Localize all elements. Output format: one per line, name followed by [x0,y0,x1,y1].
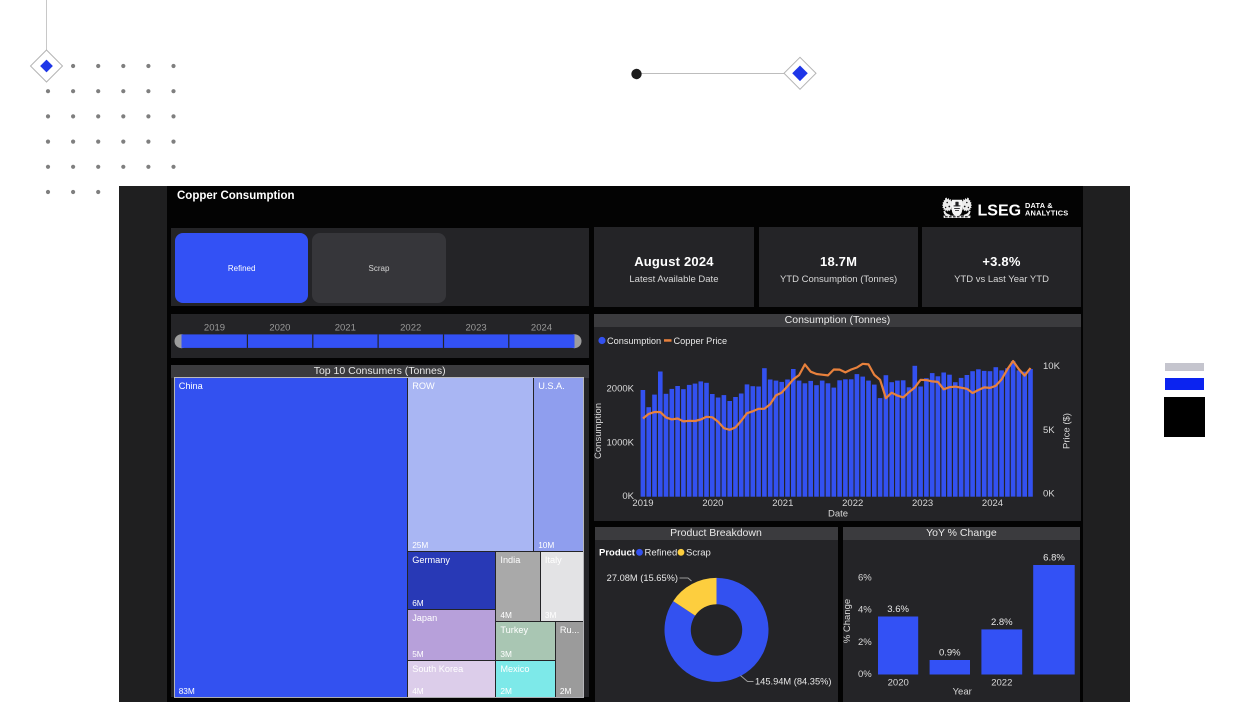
svg-text:6%: 6% [858,572,872,583]
svg-text:2022: 2022 [991,677,1012,688]
svg-text:2023: 2023 [912,498,933,509]
svg-text:2021: 2021 [772,498,793,509]
svg-text:2024: 2024 [982,498,1003,509]
svg-text:2020: 2020 [702,498,723,509]
svg-text:Scrap: Scrap [686,547,711,558]
svg-text:0%: 0% [858,669,872,680]
svg-text:1000K: 1000K [607,437,635,448]
svg-text:2023: 2023 [465,322,486,333]
svg-text:2022: 2022 [400,322,421,333]
svg-text:Consumption: Consumption [607,336,661,346]
svg-text:145.94M (84.35%): 145.94M (84.35%) [755,676,832,686]
svg-text:ANALYTICS: ANALYTICS [1025,208,1068,217]
svg-text:Product: Product [599,547,636,558]
svg-text:5K: 5K [1043,425,1055,436]
svg-text:0K: 0K [622,491,634,502]
svg-text:2024: 2024 [530,322,551,333]
svg-text:% Change: % Change [842,598,853,642]
svg-text:Date: Date [828,509,848,520]
svg-text:2019: 2019 [203,322,224,333]
svg-text:2020: 2020 [887,677,908,688]
svg-text:2%: 2% [858,636,872,647]
svg-text:3.6%: 3.6% [887,604,909,615]
svg-text:0K: 0K [1043,489,1055,500]
svg-text:2021: 2021 [334,322,355,333]
svg-text:2.8%: 2.8% [991,616,1013,627]
svg-text:Price ($): Price ($) [1062,413,1073,449]
svg-text:LSEG: LSEG [978,203,1022,220]
svg-text:6.8%: 6.8% [1043,552,1065,563]
svg-text:Consumption: Consumption [593,403,604,459]
svg-text:2000K: 2000K [607,384,635,395]
svg-text:Year: Year [952,686,971,697]
svg-text:DATA &: DATA & [1025,201,1053,210]
svg-text:4%: 4% [858,604,872,615]
svg-text:2022: 2022 [842,498,863,509]
svg-text:0.9%: 0.9% [939,647,961,658]
svg-text:10K: 10K [1043,361,1061,372]
svg-text:Copper Price: Copper Price [674,336,728,346]
svg-text:27.08M (15.65%): 27.08M (15.65%) [606,573,677,583]
svg-text:2020: 2020 [269,322,290,333]
svg-text:Refined: Refined [644,547,677,558]
svg-text:2019: 2019 [632,498,653,509]
